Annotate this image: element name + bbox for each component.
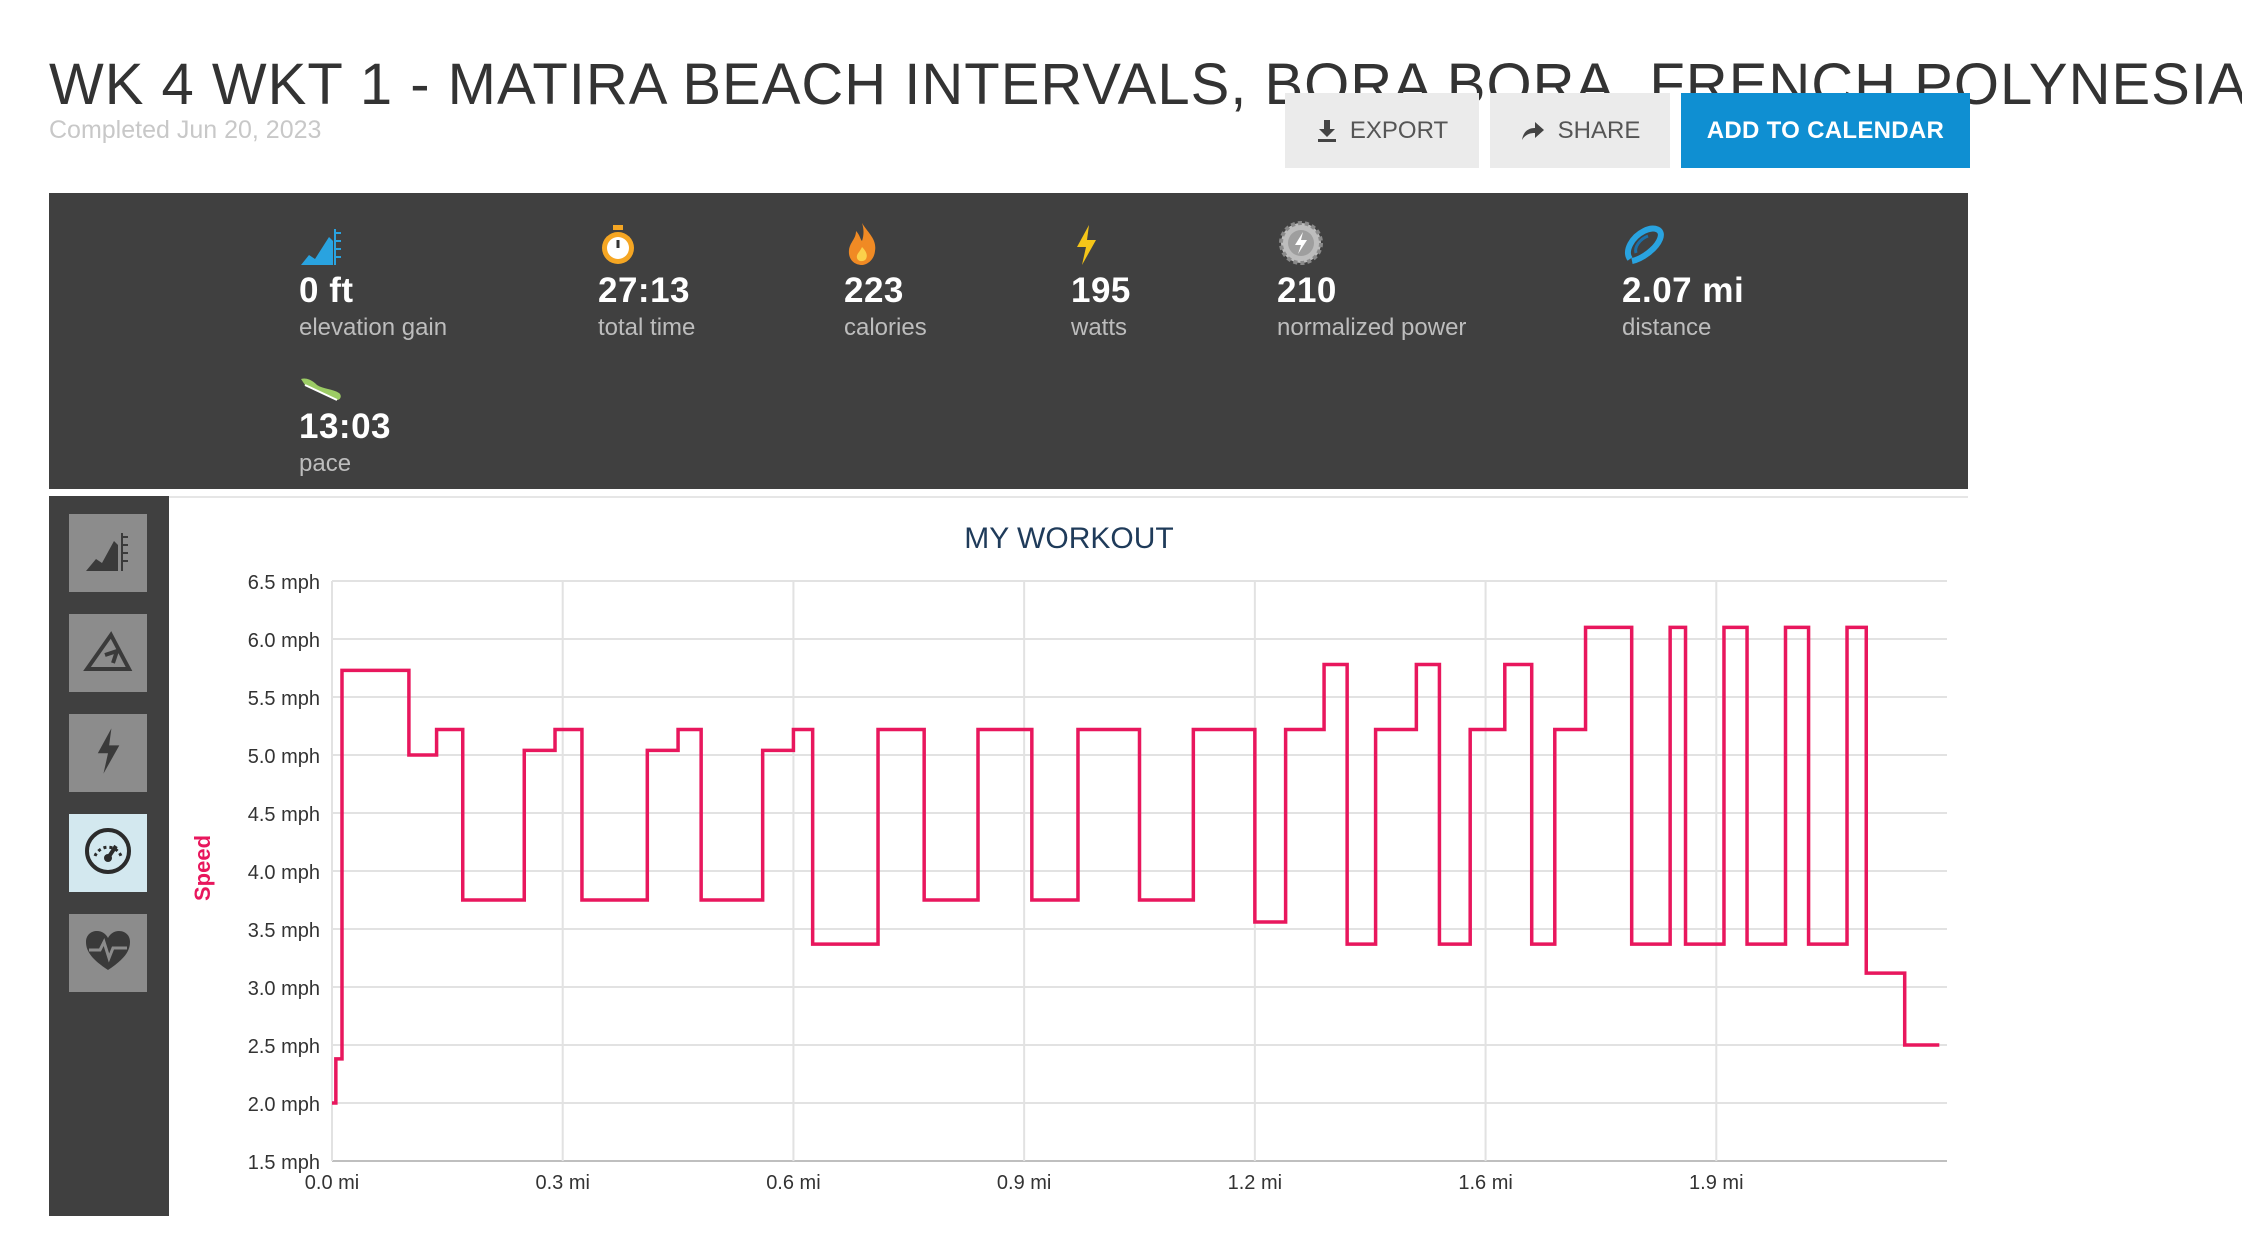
export-button[interactable]: EXPORT bbox=[1285, 93, 1479, 168]
y-tick-label: 3.0 mph bbox=[248, 978, 320, 1000]
y-tick-label: 6.5 mph bbox=[248, 572, 320, 594]
sidebar-item-speed[interactable] bbox=[69, 814, 147, 892]
workout-chart: MY WORKOUT Speed 1.5 mph 2.0 mph 2.5 mph 3.… bbox=[169, 496, 1968, 1218]
chart-title: MY WORKOUT bbox=[964, 522, 1173, 555]
chart-y-axis-label: Speed bbox=[190, 835, 215, 901]
y-tick-label: 4.0 mph bbox=[248, 862, 320, 884]
stopwatch-icon bbox=[598, 219, 695, 267]
stat-normalized-power-value: 210 bbox=[1277, 271, 1337, 310]
stat-elevation-value: 0 ft bbox=[299, 271, 354, 310]
stat-calories: 223 calories bbox=[844, 219, 927, 343]
sidebar-item-power[interactable] bbox=[69, 714, 147, 792]
stat-calories-value: 223 bbox=[844, 271, 904, 310]
lightning-icon bbox=[1071, 219, 1131, 267]
x-tick-label: 0.3 mi bbox=[535, 1172, 589, 1194]
stat-calories-label: calories bbox=[844, 314, 927, 341]
completed-date: Completed Jun 20, 2023 bbox=[49, 116, 322, 144]
shoe-icon bbox=[299, 365, 391, 403]
heart-rate-icon bbox=[83, 928, 133, 979]
chart-x-ticks: 0.0 mi 0.3 mi 0.6 mi 0.9 mi 1.2 mi 1.6 mi 1.9 … bbox=[305, 1172, 1744, 1194]
metric-sidebar bbox=[49, 496, 169, 1216]
x-tick-label: 1.6 mi bbox=[1458, 1172, 1512, 1194]
export-label: EXPORT bbox=[1349, 116, 1449, 144]
share-arrow-icon bbox=[1520, 120, 1546, 142]
stat-pace-label: pace bbox=[299, 450, 352, 477]
share-label: SHARE bbox=[1557, 116, 1641, 144]
stat-normalized-power: 210 normalized power bbox=[1277, 219, 1466, 343]
y-tick-label: 5.5 mph bbox=[248, 688, 320, 710]
y-tick-label: 1.5 mph bbox=[248, 1152, 320, 1174]
elevation-icon bbox=[84, 529, 132, 578]
power-gear-icon bbox=[1277, 219, 1466, 267]
stat-distance-value: 2.07 mi bbox=[1622, 271, 1745, 310]
x-tick-label: 0.9 mi bbox=[997, 1172, 1051, 1194]
y-tick-label: 4.5 mph bbox=[248, 804, 320, 826]
stat-distance: 2.07 mi distance bbox=[1622, 219, 1744, 343]
chart-y-ticks: 1.5 mph 2.0 mph 2.5 mph 3.0 mph 3.5 mph 4.0 m… bbox=[248, 572, 320, 1174]
y-tick-label: 2.0 mph bbox=[248, 1094, 320, 1116]
x-tick-label: 0.6 mi bbox=[766, 1172, 820, 1194]
add-to-calendar-button[interactable]: ADD TO CALENDAR bbox=[1681, 93, 1970, 168]
stat-elevation: 0 ft elevation gain bbox=[299, 219, 447, 343]
stat-total-time: 27:13 total time bbox=[598, 219, 695, 343]
sidebar-item-heart-rate[interactable] bbox=[69, 914, 147, 992]
sidebar-item-incline[interactable] bbox=[69, 614, 147, 692]
sidebar-item-elevation[interactable] bbox=[69, 514, 147, 592]
stat-watts: 195 watts bbox=[1071, 219, 1131, 343]
flame-icon bbox=[844, 219, 927, 267]
y-tick-label: 6.0 mph bbox=[248, 630, 320, 652]
speed-series-line bbox=[332, 625, 1940, 1105]
stat-distance-label: distance bbox=[1622, 314, 1712, 341]
stat-total-time-value: 27:13 bbox=[598, 271, 691, 310]
x-tick-label: 0.0 mi bbox=[305, 1172, 359, 1194]
download-icon bbox=[1316, 118, 1338, 144]
stat-pace: 13:03 pace bbox=[299, 365, 391, 479]
y-tick-label: 3.5 mph bbox=[248, 920, 320, 942]
share-button[interactable]: SHARE bbox=[1490, 93, 1670, 168]
x-tick-label: 1.9 mi bbox=[1689, 1172, 1743, 1194]
elevation-icon bbox=[299, 219, 447, 267]
add-to-calendar-label: ADD TO CALENDAR bbox=[1706, 116, 1945, 144]
speed-chart-svg: MY WORKOUT Speed 1.5 mph 2.0 mph 2.5 mph 3.… bbox=[190, 522, 1947, 1194]
speedometer-icon bbox=[83, 826, 133, 881]
y-tick-label: 5.0 mph bbox=[248, 746, 320, 768]
stat-pace-value: 13:03 bbox=[299, 407, 392, 446]
stats-panel: 0 ft elevation gain 27:13 total time 223… bbox=[49, 193, 1968, 489]
incline-icon bbox=[83, 629, 133, 678]
stat-normalized-power-label: normalized power bbox=[1277, 314, 1467, 341]
stat-total-time-label: total time bbox=[598, 314, 696, 341]
stat-elevation-label: elevation gain bbox=[299, 314, 448, 341]
y-tick-label: 2.5 mph bbox=[248, 1036, 320, 1058]
x-tick-label: 1.2 mi bbox=[1228, 1172, 1282, 1194]
chart-grid bbox=[331, 580, 1947, 1162]
lightning-icon bbox=[91, 726, 125, 781]
stat-watts-label: watts bbox=[1071, 314, 1128, 341]
distance-icon bbox=[1622, 219, 1744, 267]
stat-watts-value: 195 bbox=[1071, 271, 1131, 310]
